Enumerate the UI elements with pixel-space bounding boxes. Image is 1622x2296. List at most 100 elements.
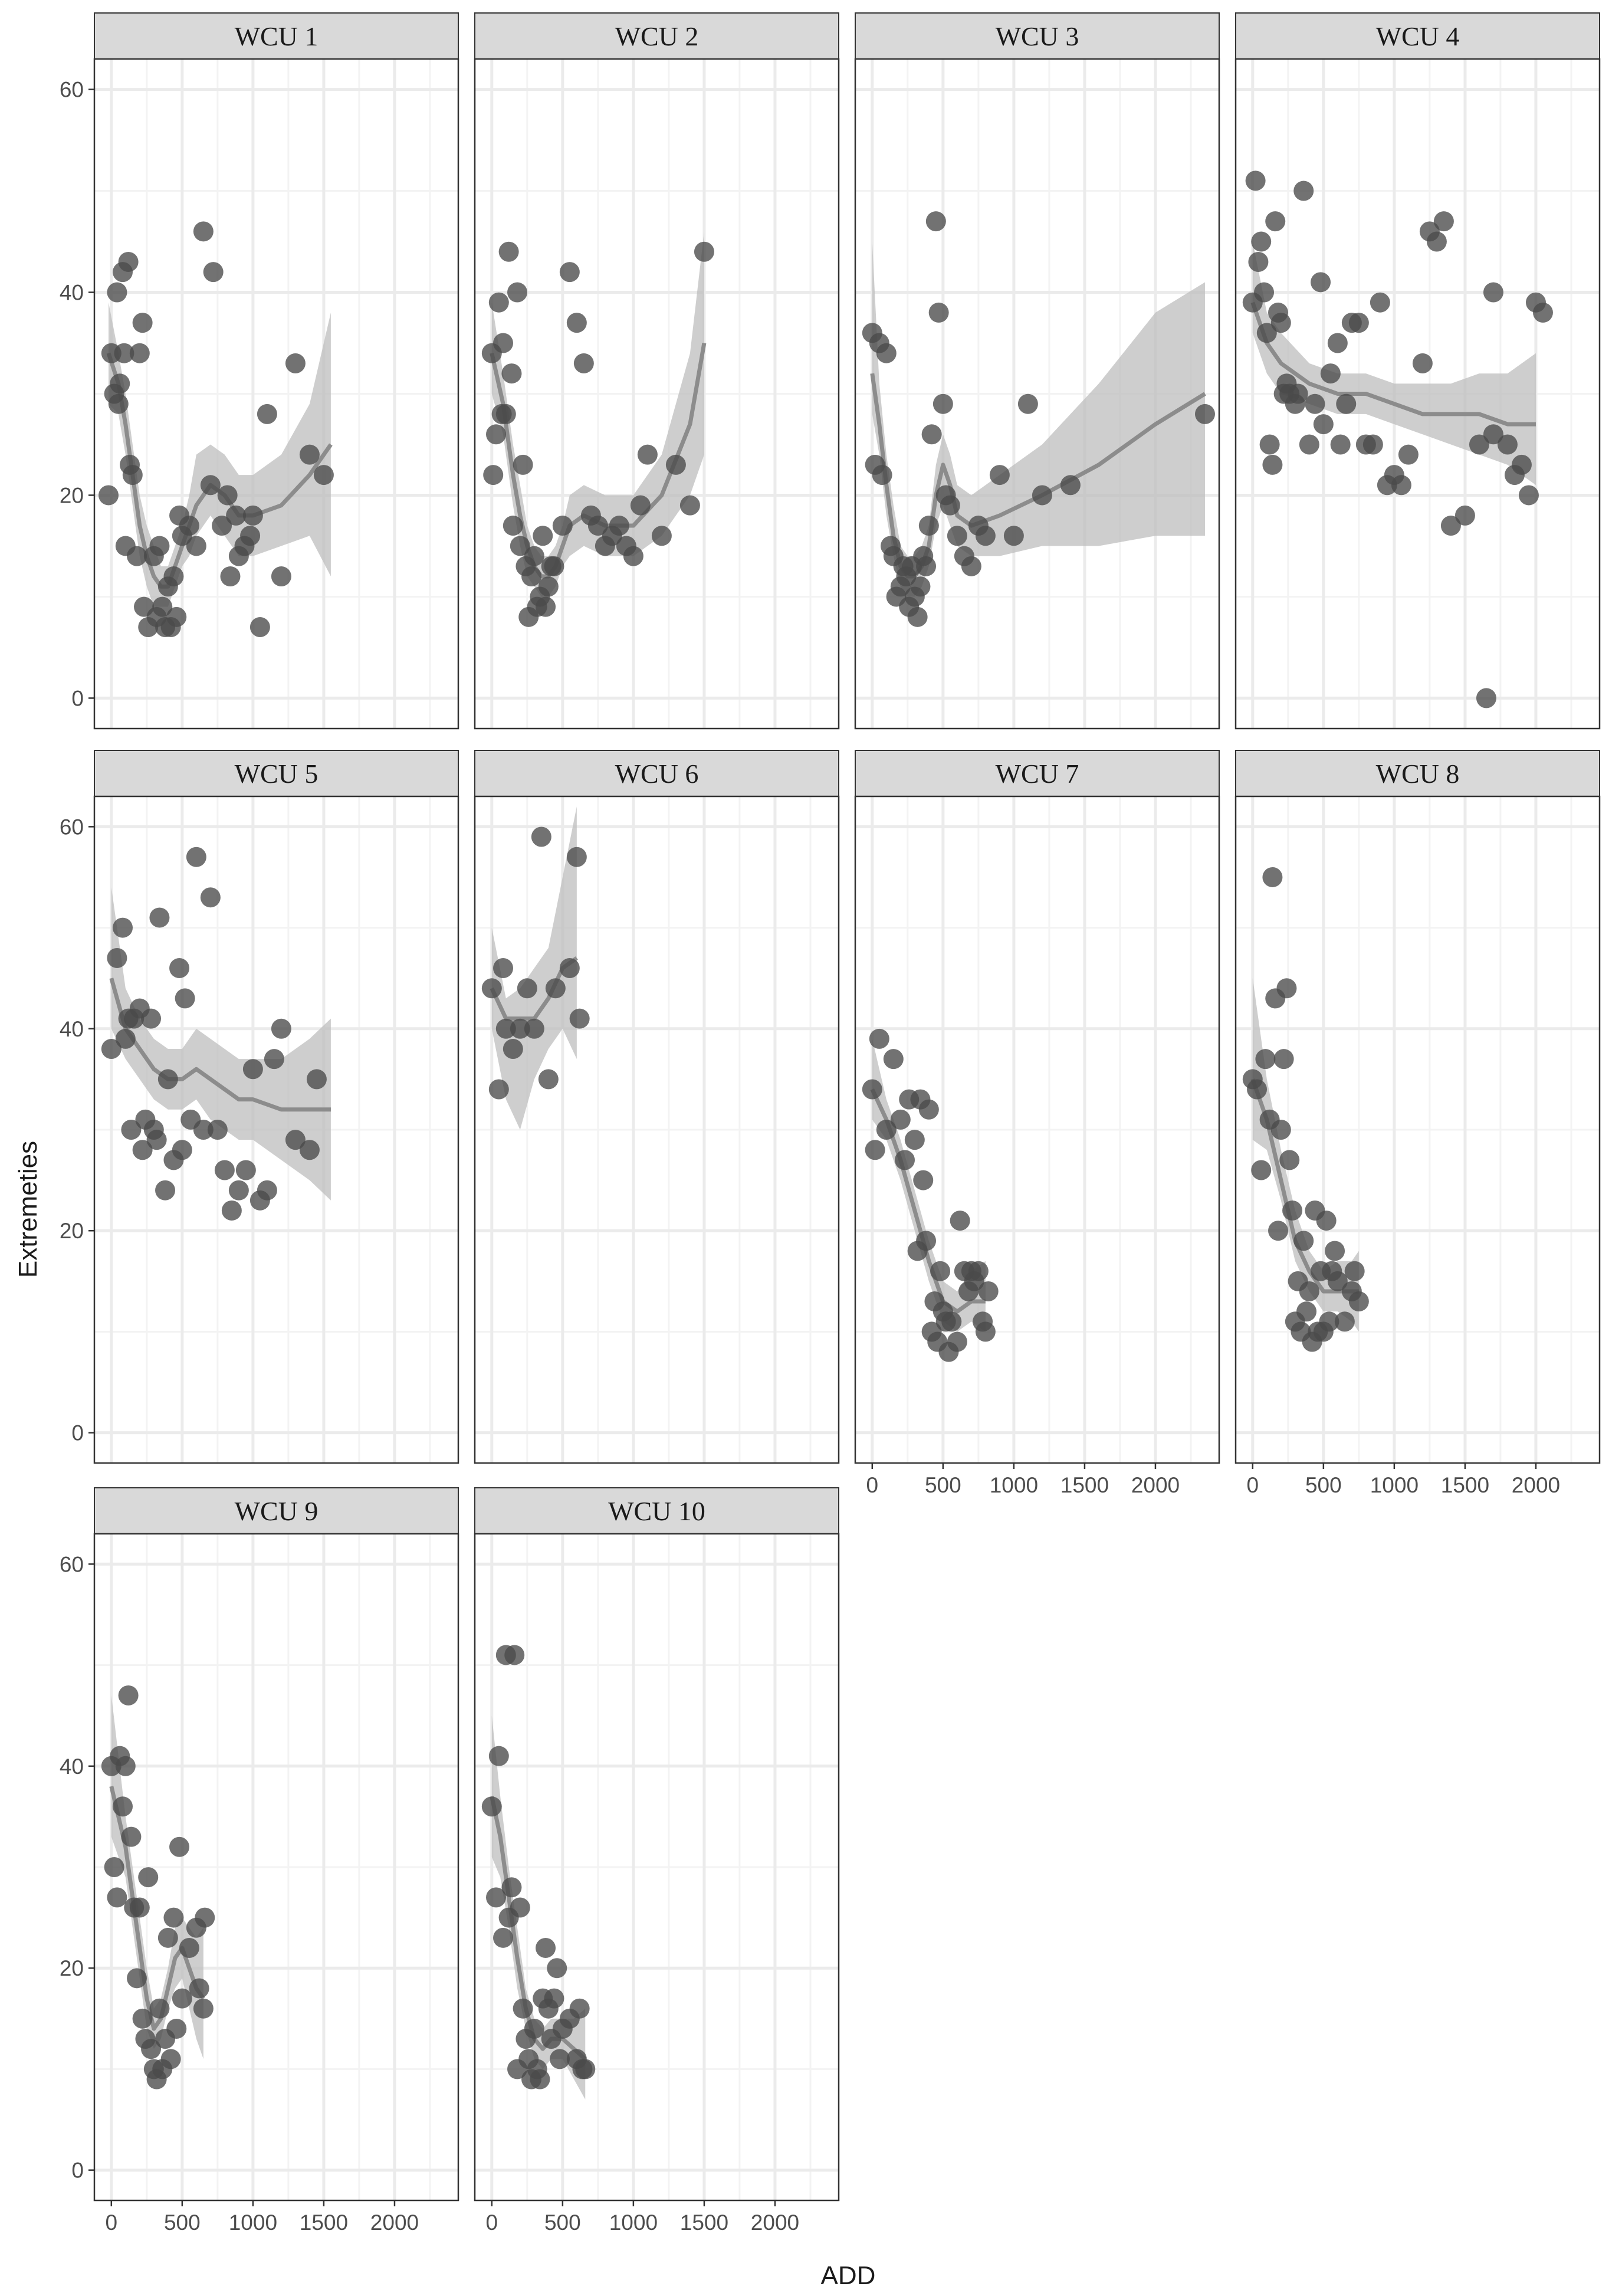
data-point [98, 485, 119, 506]
data-point [916, 1231, 937, 1251]
data-point [108, 393, 129, 414]
data-point [1296, 1301, 1317, 1322]
panel-title: WCU 1 [235, 21, 319, 51]
data-point [493, 958, 514, 979]
data-point [193, 1120, 214, 1140]
data-point [486, 424, 507, 445]
y-tick-label: 0 [71, 686, 84, 710]
data-point [940, 495, 960, 516]
data-point [907, 606, 928, 627]
panel-2: WCU 2 [474, 12, 840, 730]
data-point [155, 1180, 176, 1201]
data-point [110, 373, 130, 394]
x-tick-label: 1500 [680, 2210, 728, 2235]
x-tick-label: 500 [544, 2210, 581, 2235]
data-point [1060, 475, 1081, 496]
panel-strip [94, 12, 459, 60]
data-point [524, 546, 544, 566]
y-tick-label: 60 [60, 78, 84, 102]
data-point [257, 404, 277, 424]
data-point [941, 1311, 962, 1332]
data-point [101, 1039, 122, 1060]
x-tick-label: 0 [106, 2210, 118, 2235]
panel-border [93, 1533, 459, 2202]
data-point [547, 1958, 567, 1979]
y-tick-label: 40 [60, 281, 84, 305]
panel-border [474, 58, 840, 730]
data-point [214, 1160, 235, 1180]
x-tick-label: 2000 [1131, 1473, 1180, 1497]
data-point [141, 2039, 162, 2059]
data-point [989, 465, 1010, 486]
data-point [1293, 181, 1314, 201]
data-point [524, 2018, 544, 2039]
data-point [637, 444, 658, 465]
data-point [517, 978, 537, 999]
data-point [968, 1261, 989, 1281]
data-point [544, 556, 564, 576]
data-point [559, 958, 580, 979]
data-point [149, 907, 170, 928]
data-point [132, 2008, 153, 2029]
data-point [921, 424, 942, 445]
data-point [481, 978, 502, 999]
data-point [495, 404, 516, 424]
data-point [575, 2059, 596, 2079]
data-point [488, 1746, 509, 1766]
data-point [530, 2069, 550, 2090]
data-point [299, 444, 320, 465]
data-point [1476, 688, 1496, 709]
data-point [1293, 1231, 1314, 1251]
data-point [876, 343, 897, 363]
data-point [961, 556, 981, 576]
data-point [163, 1907, 184, 1928]
data-point [193, 221, 214, 242]
panel-border [854, 795, 1220, 1464]
data-point [545, 978, 566, 999]
data-point [169, 958, 190, 979]
panel-strip [1235, 12, 1600, 60]
data-point [160, 2049, 181, 2069]
data-point [1334, 1311, 1355, 1332]
data-point [118, 1685, 139, 1705]
data-point [240, 526, 261, 546]
x-tick-label: 0 [1247, 1473, 1259, 1497]
y-tick-label: 20 [60, 1219, 84, 1243]
data-point [1265, 211, 1286, 232]
data-point [544, 1988, 564, 2009]
y-tick-label: 60 [60, 815, 84, 839]
data-point [947, 1331, 967, 1352]
data-point [679, 495, 700, 516]
data-point [978, 1281, 999, 1301]
data-point [550, 2049, 570, 2069]
data-point [536, 1937, 556, 1958]
data-point [203, 262, 224, 283]
data-point [883, 1049, 904, 1070]
data-point [910, 576, 931, 597]
data-point [121, 1120, 142, 1140]
panel-border [474, 1533, 840, 2202]
data-point [573, 353, 594, 373]
data-point [1330, 434, 1351, 455]
data-point [1251, 1160, 1272, 1180]
data-point [510, 1897, 530, 1918]
data-point [865, 1140, 885, 1160]
data-point [1305, 393, 1325, 414]
data-point [217, 485, 238, 506]
data-point [175, 988, 195, 1009]
data-point [1268, 1221, 1289, 1241]
data-point [193, 1998, 214, 2019]
data-point [264, 1049, 284, 1070]
data-point [249, 617, 270, 638]
data-point [930, 1261, 951, 1281]
data-point [121, 1826, 142, 1847]
y-axis-title: Extremeties [14, 1141, 42, 1278]
data-point [306, 1069, 327, 1090]
panel-border [1234, 58, 1601, 730]
data-point [1483, 424, 1503, 445]
data-point [623, 546, 643, 566]
data-point [947, 526, 967, 546]
panel-border [93, 795, 459, 1464]
smooth-line [1250, 301, 1536, 427]
